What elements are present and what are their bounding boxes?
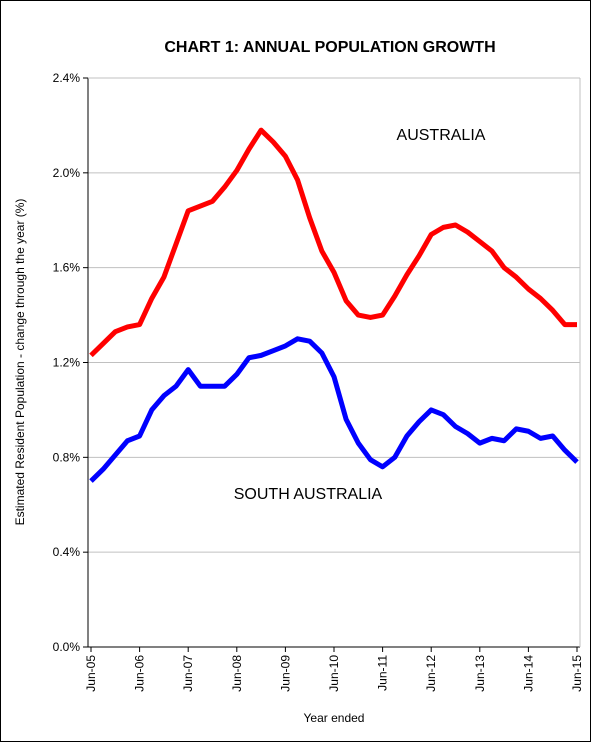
series-label: SOUTH AUSTRALIA — [234, 486, 383, 503]
y-axis-label: Estimated Resident Population - change t… — [13, 199, 27, 526]
x-tick-label: Jun-09 — [278, 655, 292, 692]
y-tick-label: 2.0% — [53, 166, 81, 180]
x-tick-label: Jun-06 — [133, 655, 147, 692]
y-tick-label: 0.8% — [53, 450, 81, 464]
x-tick-label: Jun-10 — [327, 655, 341, 692]
x-tick-label: Jun-11 — [376, 655, 390, 691]
series-line — [89, 336, 579, 483]
series-line — [89, 127, 577, 358]
x-axis-label: Year ended — [304, 711, 365, 725]
y-tick-label: 1.2% — [53, 356, 81, 370]
x-tick-label: Jun-14 — [521, 655, 535, 692]
y-tick-label: 0.4% — [53, 545, 81, 559]
y-tick-label: 0.0% — [53, 640, 81, 654]
series-label: AUSTRALIA — [397, 127, 486, 144]
y-tick-label: 1.6% — [53, 261, 81, 275]
x-tick-label: Jun-05 — [84, 655, 98, 692]
x-tick-label: Jun-07 — [181, 655, 195, 692]
x-tick-label: Jun-13 — [473, 655, 487, 692]
x-tick-label: Jun-08 — [230, 655, 244, 692]
y-tick-label: 2.4% — [53, 71, 81, 85]
x-tick-label: Jun-12 — [424, 655, 438, 692]
chart-title: CHART 1: ANNUAL POPULATION GROWTH — [164, 39, 495, 56]
x-tick-label: Jun-15 — [570, 655, 584, 692]
